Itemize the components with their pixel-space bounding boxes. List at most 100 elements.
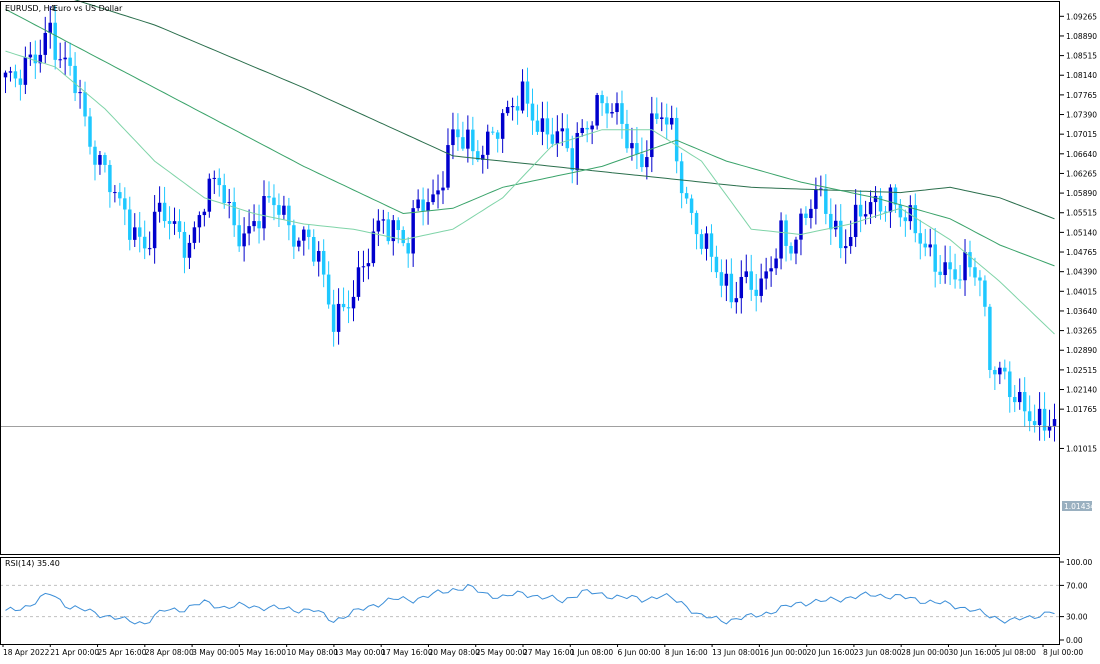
candle-body[interactable] xyxy=(3,72,8,78)
candle-body[interactable] xyxy=(486,131,490,155)
ma-fast-line[interactable] xyxy=(5,50,1055,335)
candle-body[interactable] xyxy=(774,258,778,269)
candle-body[interactable] xyxy=(451,129,455,146)
candle-body[interactable] xyxy=(1032,421,1037,426)
candle-body[interactable] xyxy=(391,220,396,242)
candle-body[interactable] xyxy=(297,240,301,247)
candle-body[interactable] xyxy=(898,204,903,218)
candle-body[interactable] xyxy=(1047,425,1052,431)
candle-body[interactable] xyxy=(635,143,639,155)
candle-body[interactable] xyxy=(918,233,923,244)
candle-body[interactable] xyxy=(580,127,584,133)
candle-body[interactable] xyxy=(674,117,679,162)
candle-body[interactable] xyxy=(893,187,898,205)
candle-body[interactable] xyxy=(217,177,222,186)
candle-body[interactable] xyxy=(694,212,699,235)
candle-body[interactable] xyxy=(625,123,629,149)
candle-body[interactable] xyxy=(759,278,763,296)
candle-body[interactable] xyxy=(381,219,386,221)
candle-body[interactable] xyxy=(645,157,649,168)
candle-body[interactable] xyxy=(461,137,465,149)
candle-body[interactable] xyxy=(510,106,515,108)
candle-body[interactable] xyxy=(441,187,445,191)
candle-body[interactable] xyxy=(923,243,927,248)
candle-body[interactable] xyxy=(277,205,281,215)
candle-body[interactable] xyxy=(973,267,977,278)
candle-body[interactable] xyxy=(172,221,177,224)
candle-body[interactable] xyxy=(664,117,669,125)
candle-body[interactable] xyxy=(411,208,415,254)
candle-body[interactable] xyxy=(993,369,997,375)
candle-body[interactable] xyxy=(18,78,23,85)
candle-body[interactable] xyxy=(515,106,520,111)
candle-body[interactable] xyxy=(858,204,863,217)
candle-body[interactable] xyxy=(809,208,813,219)
candle-body[interactable] xyxy=(416,199,420,209)
candle-body[interactable] xyxy=(585,127,589,130)
candle-body[interactable] xyxy=(68,57,72,66)
candle-body[interactable] xyxy=(366,263,371,267)
candle-body[interactable] xyxy=(754,289,758,296)
candle-body[interactable] xyxy=(620,103,624,124)
candle-body[interactable] xyxy=(843,246,848,249)
candle-body[interactable] xyxy=(655,113,659,119)
ma-mid-line[interactable] xyxy=(5,8,1055,267)
candle-body[interactable] xyxy=(48,22,52,33)
candle-body[interactable] xyxy=(456,129,460,138)
candle-body[interactable] xyxy=(396,220,400,231)
candle-body[interactable] xyxy=(257,221,261,229)
candle-body[interactable] xyxy=(789,245,793,254)
candle-body[interactable] xyxy=(118,192,122,199)
candle-body[interactable] xyxy=(724,273,729,286)
candle-body[interactable] xyxy=(595,95,599,126)
candle-body[interactable] xyxy=(799,213,803,240)
candle-body[interactable] xyxy=(938,271,942,276)
candle-body[interactable] xyxy=(530,103,535,121)
candle-body[interactable] xyxy=(1037,408,1042,426)
candle-body[interactable] xyxy=(386,219,391,242)
candle-body[interactable] xyxy=(361,266,366,268)
candle-body[interactable] xyxy=(605,103,609,114)
candle-body[interactable] xyxy=(242,233,246,247)
candle-body[interactable] xyxy=(192,227,197,243)
candle-body[interactable] xyxy=(600,95,604,104)
candle-body[interactable] xyxy=(356,267,361,297)
candle-body[interactable] xyxy=(58,59,62,61)
candle-body[interactable] xyxy=(978,277,982,281)
candle-body[interactable] xyxy=(575,132,579,171)
candle-body[interactable] xyxy=(133,227,137,240)
candle-body[interactable] xyxy=(88,116,92,147)
candle-body[interactable] xyxy=(650,113,654,158)
candle-body[interactable] xyxy=(824,188,828,214)
candle-body[interactable] xyxy=(182,231,187,258)
candle-body[interactable] xyxy=(779,220,783,259)
candle-body[interactable] xyxy=(495,132,500,139)
candle-body[interactable] xyxy=(147,248,152,250)
candle-body[interactable] xyxy=(406,243,410,254)
candle-body[interactable] xyxy=(679,161,684,194)
candle-body[interactable] xyxy=(968,252,972,268)
candle-body[interactable] xyxy=(187,242,192,258)
candle-body[interactable] xyxy=(500,113,505,139)
candle-body[interactable] xyxy=(913,205,918,234)
candle-body[interactable] xyxy=(948,262,952,270)
candle-body[interactable] xyxy=(704,233,709,249)
candle-body[interactable] xyxy=(137,227,142,237)
candle-body[interactable] xyxy=(371,231,376,264)
price-plot[interactable] xyxy=(0,0,1060,442)
candle-body[interactable] xyxy=(1017,392,1022,403)
candle-body[interactable] xyxy=(123,198,127,210)
candle-body[interactable] xyxy=(212,177,217,179)
candle-body[interactable] xyxy=(471,129,475,152)
candle-body[interactable] xyxy=(998,367,1002,375)
candle-body[interactable] xyxy=(222,185,226,204)
candle-body[interactable] xyxy=(734,298,739,303)
candle-body[interactable] xyxy=(769,268,773,272)
candle-body[interactable] xyxy=(838,220,843,249)
candle-body[interactable] xyxy=(321,250,326,275)
candle-body[interactable] xyxy=(23,57,28,85)
candle-body[interactable] xyxy=(247,226,251,234)
candle-body[interactable] xyxy=(481,154,485,160)
